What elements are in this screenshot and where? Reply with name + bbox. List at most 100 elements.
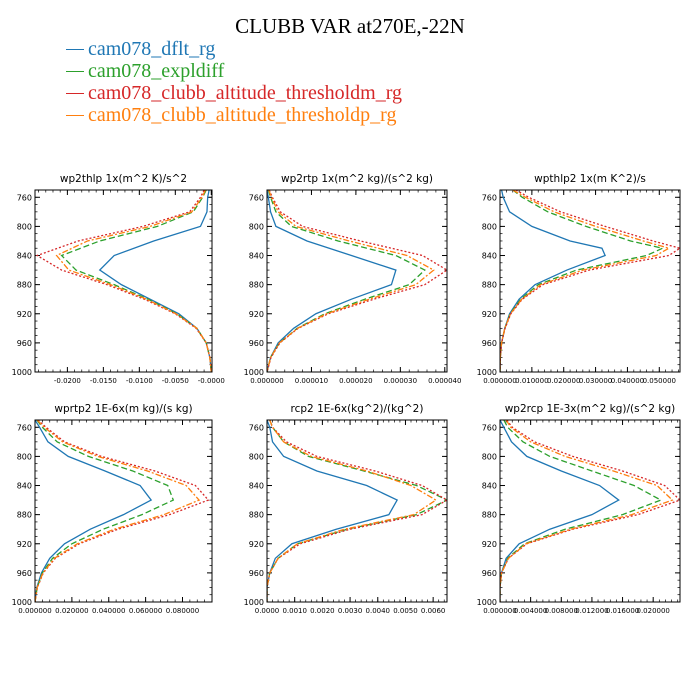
y-tick-label: 920 [249,310,264,319]
y-tick-label: 1000 [12,598,32,607]
series-line [98,190,212,372]
x-tick-label: 0.000040 [428,377,461,385]
panel-title: wp2thlp 1x(m^2 K)/s^2 [60,173,187,185]
x-tick-label: 0.0050 [393,607,418,615]
plot-frame [266,419,448,603]
y-tick-label: 800 [17,452,32,461]
y-tick-label: 1000 [477,368,497,377]
y-tick-label: 840 [17,482,32,491]
panel-title: wprtp2 1E-6x(m kg)/(s kg) [54,403,192,415]
legend-label: cam078_clubb_altitude_thresholdm_rg [88,82,403,104]
series-line [35,190,212,372]
panel-title: rcp2 1E-6x(kg^2)/(kg^2) [291,403,424,415]
y-tick-label: 920 [249,540,264,549]
x-tick-label: 0.0000 [255,607,280,615]
series-line [267,190,447,372]
series-line [267,420,447,602]
y-tick-label: 1000 [244,368,264,377]
series-line [267,420,438,602]
x-tick-label: 0.0020 [310,607,335,615]
series-line [35,420,210,602]
x-tick-label: 0.0060 [421,607,446,615]
chart-panel: wpthlp2 1x(m K^2)/s 760 800 840 880 920 960 100… [477,173,681,385]
legend-label: cam078_clubb_altitude_thresholdp_rg [88,104,397,126]
x-tick-label: 0.000020 [339,377,372,385]
x-tick-label: 0.050000 [643,377,676,385]
x-tick-label: 0.0030 [338,607,363,615]
x-tick-label: 0.000010 [295,377,328,385]
x-tick-label: 0.040000 [611,377,644,385]
y-tick-label: 960 [249,339,264,348]
legend-item-dflt: cam078_dflt_rg [66,38,402,60]
x-tick-label: 0.0040 [366,607,391,615]
series-line [500,420,663,602]
plot-frame [499,189,681,373]
x-tick-label: 0.004000 [514,607,547,615]
x-tick-label: 0.000000 [483,607,516,615]
y-tick-label: 760 [249,193,264,202]
x-tick-label: 0.000030 [384,377,417,385]
series-line [35,420,153,602]
x-tick-label: 0.030000 [579,377,612,385]
y-tick-label: 760 [17,423,32,432]
chart-panel: wp2rcp 1E-3x(m^2 kg)/(s^2 kg) 760 800 840 88… [477,403,681,615]
y-tick-label: 760 [249,423,264,432]
x-tick-label: 0.0010 [282,607,307,615]
x-tick-label: 0.040000 [92,607,125,615]
x-tick-label: 0.020000 [55,607,88,615]
y-tick-label: 760 [482,423,497,432]
series-line [267,420,447,602]
series-line [267,190,426,372]
panel-title: wpthlp2 1x(m K^2)/s [534,173,646,185]
y-tick-label: 840 [17,252,32,261]
series-line [500,190,665,372]
x-tick-label: -0.0100 [126,377,153,385]
series-line [35,420,201,602]
series-line [267,190,435,372]
y-tick-label: 880 [17,511,32,520]
y-tick-label: 840 [249,482,264,491]
chart-panel: wp2thlp 1x(m^2 K)/s^2 760 800 840 880 920 960 1… [12,173,225,385]
plot-frame [266,189,448,373]
y-tick-label: 960 [482,569,497,578]
y-tick-label: 880 [249,511,264,520]
y-tick-label: 800 [482,222,497,231]
panel-title: wp2rcp 1E-3x(m^2 kg)/(s^2 kg) [505,403,676,415]
y-tick-label: 920 [482,310,497,319]
y-tick-label: 840 [482,252,497,261]
x-tick-label: 0.012000 [575,607,608,615]
x-tick-label: -0.0050 [162,377,189,385]
series-line [500,190,680,372]
y-tick-label: 960 [482,339,497,348]
y-tick-label: 760 [17,193,32,202]
y-tick-label: 800 [482,452,497,461]
legend-item-thresholdm: cam078_clubb_altitude_thresholdm_rg [66,82,402,104]
y-tick-label: 1000 [12,368,32,377]
legend-item-expldiff: cam078_expldiff [66,60,402,82]
legend-line-swatch [66,70,84,72]
y-tick-label: 960 [17,339,32,348]
chart-panel: wprtp2 1E-6x(m kg)/(s kg) 760 800 840 880 920… [12,403,213,615]
y-tick-label: 800 [249,452,264,461]
x-tick-label: 0.060000 [129,607,162,615]
legend-label: cam078_dflt_rg [88,38,216,60]
legend-line-swatch [66,92,84,94]
y-tick-label: 840 [482,482,497,491]
y-tick-label: 880 [482,281,497,290]
x-tick-label: 0.020000 [547,377,580,385]
x-tick-label: 0.008000 [545,607,578,615]
series-line [60,190,212,372]
series-line [500,420,674,602]
x-tick-label: -0.0000 [198,377,225,385]
series-line [55,190,212,372]
series-line [500,420,620,602]
y-tick-label: 960 [249,569,264,578]
y-tick-label: 800 [17,222,32,231]
y-tick-label: 1000 [477,598,497,607]
legend-label: cam078_expldiff [88,60,225,82]
y-tick-label: 920 [482,540,497,549]
x-tick-label: -0.0150 [90,377,117,385]
series-line [500,190,671,372]
plot-frame [34,419,213,603]
legend: cam078_dflt_rg cam078_expldiff cam078_cl… [66,38,402,126]
